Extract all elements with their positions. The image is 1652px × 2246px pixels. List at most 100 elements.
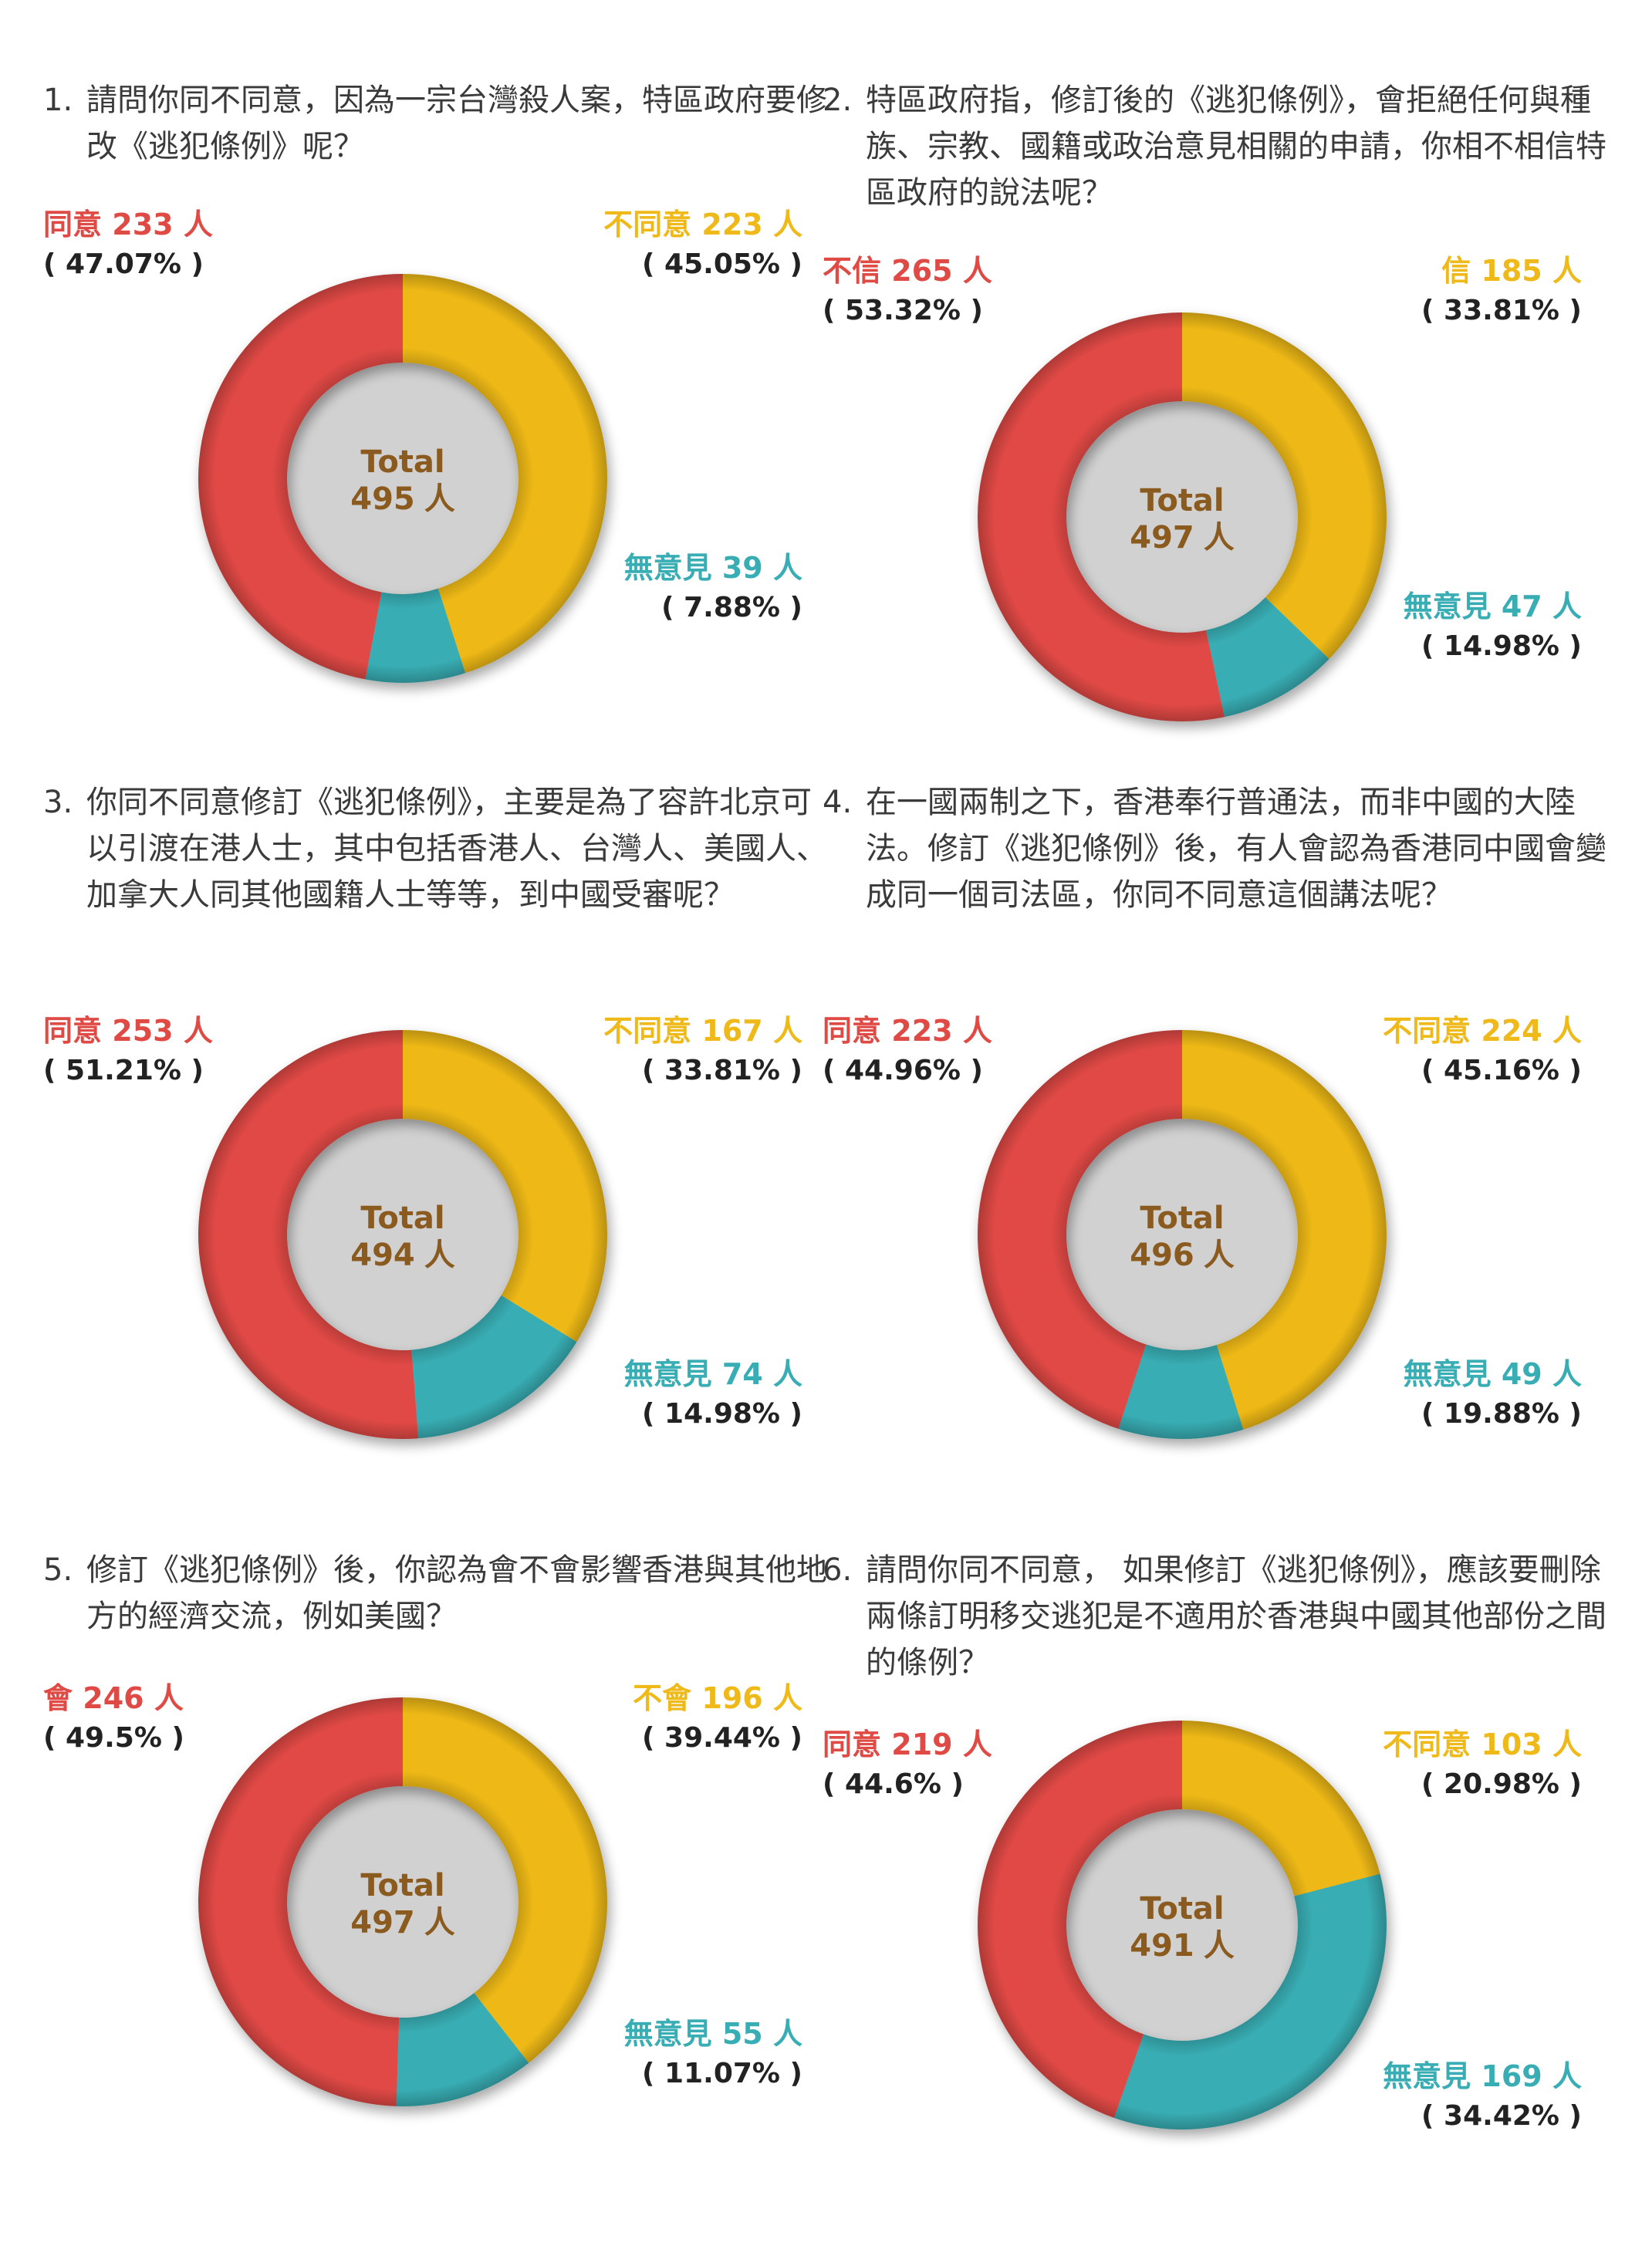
slice-percent-line: ( 53.32% ) [823, 295, 983, 326]
slice-percent-line: ( 47.07% ) [43, 248, 204, 280]
slice-percent: 11.07% [664, 2058, 780, 2089]
slice-count: 196 [701, 1681, 763, 1715]
slice-count: 39 [721, 551, 763, 585]
total-unit: 人 [1204, 520, 1235, 556]
slice-count: 49 [1501, 1357, 1542, 1391]
slice-percent: 44.96% [845, 1055, 961, 1086]
label-teal: 無意見 39 人 ( 7.88% ) [444, 548, 802, 628]
total-unit: 人 [1204, 1928, 1235, 1964]
question-number: 3. [43, 785, 73, 820]
slice-unit: 人 [772, 551, 802, 585]
slice-percent-line: ( 19.88% ) [1421, 1398, 1582, 1430]
slice-unit: 人 [183, 1014, 213, 1048]
slice-name: 會 [43, 1681, 73, 1715]
slice-name: 無意見 [623, 2017, 712, 2051]
label-red: 同意 253 人 ( 51.21% ) [43, 1011, 213, 1091]
slice-unit: 人 [1552, 1728, 1582, 1761]
question-number: 5. [43, 1552, 73, 1588]
slice-percent-line: ( 7.88% ) [661, 592, 802, 623]
question-text: 請問你同不同意，因為一宗台灣殺人案，特區政府要修改《逃犯條例》呢？ [86, 83, 827, 164]
slice-count: 246 [83, 1681, 144, 1715]
slice-name: 同意 [43, 208, 103, 241]
slice-percent-line: ( 44.96% ) [823, 1055, 983, 1086]
question-number: 2. [823, 83, 853, 118]
slice-percent: 39.44% [664, 1722, 780, 1754]
slice-count: 233 [112, 208, 174, 241]
total-count: 496 [1130, 1238, 1194, 1273]
slice-count: 224 [1481, 1014, 1542, 1048]
slice-unit: 人 [1552, 2059, 1582, 2093]
slice-unit: 人 [1552, 589, 1582, 623]
slice-count: 55 [721, 2017, 763, 2051]
total-count: 494 [350, 1238, 415, 1273]
slice-unit: 人 [962, 254, 992, 288]
question-6: 6. 請問你同不同意， 如果修訂《逃犯條例》，應該要刪除兩條訂明移交逃犯是不適用於… [823, 1547, 1606, 1686]
total-value: 497 人 [1130, 520, 1235, 556]
label-yellow: 不同意 223 人 ( 45.05% ) [444, 204, 802, 285]
slice-name: 無意見 [1403, 1357, 1492, 1391]
slice-count: 47 [1501, 589, 1542, 623]
slice-count: 169 [1481, 2059, 1542, 2093]
total-count: 491 [1130, 1928, 1194, 1964]
slice-percent-line: ( 34.42% ) [1421, 2100, 1582, 2132]
question-number: 1. [43, 83, 73, 118]
slice-name: 同意 [823, 1728, 882, 1761]
slice-unit: 人 [1552, 1014, 1582, 1048]
question-text: 在一國兩制之下，香港奉行普通法，而非中國的大陸法。修訂《逃犯條例》後，有人會認為… [866, 785, 1606, 913]
slice-unit: 人 [1552, 254, 1582, 288]
total-count: 497 [350, 1905, 415, 1940]
slice-count: 167 [701, 1014, 763, 1048]
slice-percent-line: ( 51.21% ) [43, 1055, 204, 1086]
total-value: 496 人 [1130, 1238, 1235, 1273]
slice-unit: 人 [962, 1014, 992, 1048]
question-text: 請問你同不同意， 如果修訂《逃犯條例》，應該要刪除兩條訂明移交逃犯是不適用於香港… [866, 1552, 1606, 1680]
total-label: Total [1140, 483, 1224, 518]
slice-percent-line: ( 49.5% ) [43, 1722, 184, 1754]
slice-name: 無意見 [623, 551, 712, 585]
slice-name: 不信 [823, 254, 882, 288]
label-yellow: 不同意 103 人 ( 20.98% ) [1224, 1724, 1582, 1805]
slice-percent: 45.16% [1444, 1055, 1559, 1086]
slice-percent-line: ( 45.05% ) [642, 248, 802, 280]
slice-count: 103 [1481, 1728, 1542, 1761]
slice-name: 無意見 [1403, 589, 1492, 623]
slice-name: 同意 [43, 1014, 103, 1048]
question-2: 2. 特區政府指，修訂後的《逃犯條例》，會拒絕任何與種族、宗教、國籍或政治意見相關… [823, 77, 1606, 216]
slice-percent: 49.5% [66, 1722, 162, 1754]
slice-unit: 人 [772, 208, 802, 241]
slice-percent: 33.81% [664, 1055, 780, 1086]
question-text: 你同不同意修訂《逃犯條例》，主要是為了容許北京可以引渡在港人士，其中包括香港人、… [86, 785, 827, 913]
slice-percent: 14.98% [1444, 630, 1559, 662]
label-yellow: 不會 196 人 ( 39.44% ) [444, 1678, 802, 1758]
total-value: 494 人 [350, 1238, 455, 1273]
slice-unit: 人 [154, 1681, 184, 1715]
question-text: 修訂《逃犯條例》後，你認為會不會影響香港與其他地方的經濟交流，例如美國？ [86, 1552, 827, 1634]
slice-percent-line: ( 20.98% ) [1421, 1768, 1582, 1800]
slice-unit: 人 [772, 1357, 802, 1391]
slice-name: 同意 [823, 1014, 882, 1048]
total-label: Total [1140, 1891, 1224, 1927]
label-red: 同意 223 人 ( 44.96% ) [823, 1011, 992, 1091]
slice-name: 不同意 [1383, 1014, 1471, 1048]
label-red: 不信 265 人 ( 53.32% ) [823, 251, 992, 331]
slice-percent-line: ( 14.98% ) [1421, 630, 1582, 662]
slice-percent: 34.42% [1444, 2100, 1559, 2132]
slice-percent: 53.32% [845, 295, 961, 326]
slice-percent: 47.07% [66, 248, 181, 280]
slice-unit: 人 [962, 1728, 992, 1761]
total-value: 495 人 [350, 481, 455, 517]
slice-count: 223 [701, 208, 763, 241]
slice-percent: 44.6% [845, 1768, 941, 1800]
label-teal: 無意見 47 人 ( 14.98% ) [1224, 586, 1582, 667]
question-text: 特區政府指，修訂後的《逃犯條例》，會拒絕任何與種族、宗教、國籍或政治意見相關的申… [866, 83, 1606, 211]
slice-name: 不同意 [1383, 1728, 1471, 1761]
label-teal: 無意見 74 人 ( 14.98% ) [444, 1354, 802, 1434]
slice-name: 不同意 [603, 208, 692, 241]
question-number: 6. [823, 1552, 853, 1588]
slice-percent: 33.81% [1444, 295, 1559, 326]
slice-percent-line: ( 39.44% ) [642, 1722, 802, 1754]
total-unit: 人 [424, 1238, 455, 1273]
slice-name: 無意見 [623, 1357, 712, 1391]
